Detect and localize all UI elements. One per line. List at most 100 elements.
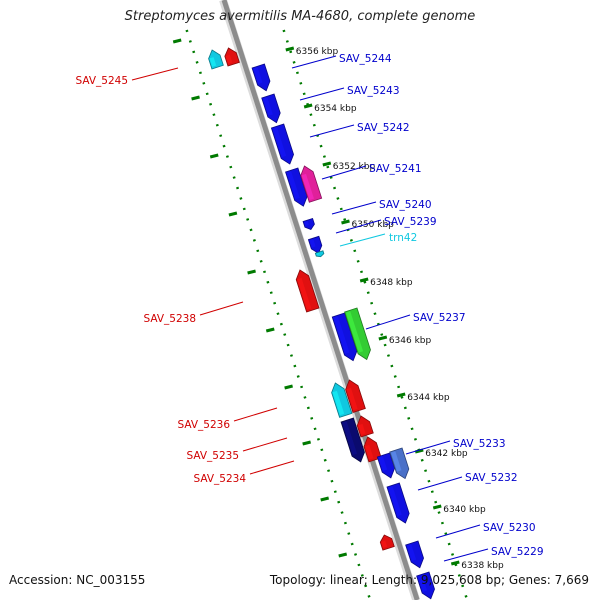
gene-block-trn42-highlight [316,253,320,255]
gene-block-sav5234-a-highlight [358,423,366,435]
gene-block-sav5237[interactable] [331,312,359,363]
genome-summary-text: Topology: linear; Length: 9,025,608 bp; … [269,573,589,587]
gene-block-sav5244[interactable] [251,63,272,93]
ruler-tick [285,46,295,52]
gene-label: SAV_5230 [483,522,536,534]
gene-leader-line [299,87,345,101]
backbone-line [221,0,420,600]
gene-label: SAV_5242 [357,122,410,134]
gene-block-sav5245-a-highlight [209,57,217,67]
gene-leader-line [335,219,382,234]
ruler-label: 6354 kbp [314,104,357,114]
gene-block-sav5230-highlight [381,540,388,548]
ruler-tick-left [284,384,293,390]
gene-label: SAV_5243 [347,85,400,97]
ruler-tick [378,335,388,341]
gene-block-sav5232[interactable] [386,482,412,525]
gene-block-sav5234-a[interactable] [355,414,374,438]
ruler-tick [303,103,313,109]
gene-block-sav5230[interactable] [379,533,395,551]
gene-block-sav5239[interactable] [307,235,323,255]
gene-label: SAV_5237 [413,312,466,324]
ruler-label: 6342 kbp [425,449,468,459]
gene-block-sav5245-b-highlight [225,54,233,64]
genome-title: Streptomyces avermitilis MA-4680, comple… [124,9,476,24]
gene-block-sav5234-b-highlight [364,444,374,460]
gene-block-sav5233-highlight[interactable] [389,447,412,481]
gene-block-sav5233-highlight [378,456,388,471]
gene-label: SAV_5239 [384,216,437,228]
gene-label: SAV_5229 [491,546,544,558]
gene-label: SAV_5245 [75,75,128,87]
gene-block-sav5229[interactable] [405,540,426,570]
gene-block-sav5237-highlight-highlight [345,311,364,353]
gene-block-sav5245-a[interactable] [206,48,224,70]
gene-block-sav5236-b[interactable] [343,378,366,413]
gene-block-sav5240[interactable] [302,217,316,231]
gene-leader-line [131,67,179,81]
ruler-label: 6352 kbp [333,162,376,172]
gene-block-sav5236-a[interactable] [329,381,353,418]
gene-block-sav5233-highlight-highlight [390,451,402,472]
gene-block-bottom[interactable] [416,571,437,600]
gene-label: SAV_5238 [143,313,196,325]
gene-block-sav5244-highlight [253,67,263,84]
left-dotted-rail [185,29,372,600]
ruler-label: 6348 kbp [370,278,413,288]
gene-leader-line [249,460,295,475]
gene-block-trn42[interactable] [314,250,325,258]
accession-text: Accession: NC_003155 [9,573,146,587]
gene-block-sav5229-highlight [406,544,417,561]
gene-block-sav5241[interactable] [285,167,310,208]
gene-block-sav5237-highlight[interactable] [344,307,373,361]
gene-block-sav5236-b-highlight [346,387,358,411]
gene-label: SAV_5233 [453,438,506,450]
gene-block-sav5241-highlight[interactable] [298,164,323,203]
ruler-tick-left [320,496,330,502]
gene-label: SAV_5244 [339,53,392,65]
ruler-tick [414,448,424,454]
gene-leader-line [405,440,451,455]
ruler-label: 6340 kbp [443,505,486,515]
gene-block-sav5240-highlight [304,221,309,226]
gene-block-sav5242[interactable] [270,123,296,166]
gene-label: SAV_5236 [177,419,230,431]
ruler-tick-left [172,38,182,44]
gene-block-trn42-shape [314,250,325,258]
gene-block-bottom-highlight [417,575,428,592]
ruler-label: 6356 kbp [296,47,339,57]
gene-label: trn42 [389,232,417,244]
gene-block-sav5235[interactable] [340,417,367,464]
gene-block-sav5243[interactable] [261,93,283,125]
gene-leader-line [435,524,481,539]
gene-leader-line [331,201,377,215]
ruler-tick-left [209,153,219,159]
ruler-label: 6344 kbp [407,393,450,403]
gene-leader-line [443,548,489,562]
gene-block-sav5245-b[interactable] [223,46,240,67]
ruler-tick [322,161,332,167]
gene-block-sav5233[interactable] [376,452,397,480]
gene-label: SAV_5232 [465,472,518,484]
ruler-label: 6346 kbp [389,336,432,346]
gene-block-sav5238[interactable] [294,268,320,313]
ruler-tick [432,504,442,510]
gene-leader-line [309,124,355,138]
gene-leader-line [417,476,463,491]
gene-block-sav5235-highlight [342,421,358,456]
gene-leader-line [242,437,288,452]
gene-label: SAV_5235 [186,450,239,462]
ruler-tick-left [247,269,256,275]
gene-label: SAV_5234 [193,473,246,485]
ruler-tick-left [302,440,312,446]
gene-block-sav5240-shape [302,217,315,231]
gene-block-sav5241-highlight [286,171,300,200]
right-dotted-rail [282,29,469,600]
ruler-label: 6350 kbp [351,220,394,230]
ruler-tick-left [191,95,200,101]
gene-block-sav5236-a-highlight [332,390,345,416]
ruler-tick [359,277,369,283]
gene-block-sav5232-highlight [388,486,402,517]
gene-leader-line [233,407,278,422]
gene-block-sav5234-b[interactable] [362,435,382,463]
